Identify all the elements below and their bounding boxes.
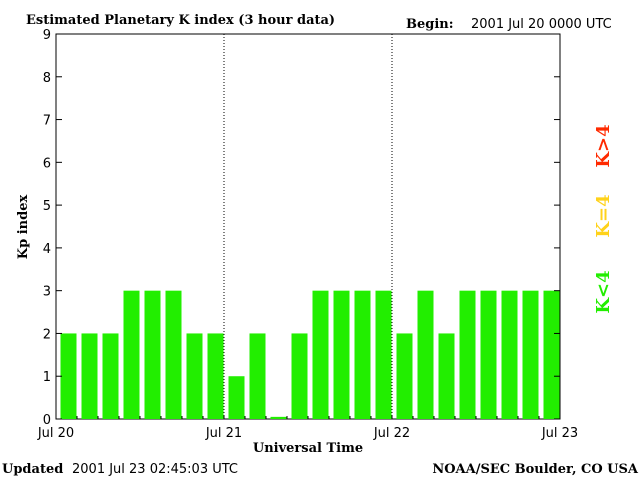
y-tick-label: 1	[43, 370, 51, 385]
kp-bar	[271, 417, 287, 419]
y-tick-label: 9	[43, 28, 51, 43]
kp-bar	[166, 291, 182, 419]
y-tick-label: 2	[43, 327, 51, 342]
x-tick-label: Jul 23	[541, 426, 578, 441]
x-tick-label: Jul 22	[373, 426, 410, 441]
source-credit: NOAA/SEC Boulder, CO USA	[432, 462, 639, 477]
begin-value: 2001 Jul 20 0000 UTC	[471, 17, 612, 32]
updated-value: 2001 Jul 23 02:45:03 UTC	[72, 462, 238, 477]
kp-bar	[397, 333, 413, 419]
y-axis-title: Kp index	[16, 195, 31, 260]
kp-bar	[418, 291, 434, 419]
kp-bar	[460, 291, 476, 419]
kp-bar	[103, 333, 119, 419]
kp-bar	[61, 333, 77, 419]
y-tick-label: 7	[43, 114, 51, 129]
legend: K>4 K=4 K<4	[593, 124, 614, 313]
kp-bar	[439, 333, 455, 419]
y-tick-label: 5	[43, 199, 51, 214]
x-tick-label: Jul 21	[205, 426, 242, 441]
y-tick-label: 3	[43, 285, 51, 300]
kp-bar	[481, 291, 497, 419]
legend-entry: K=4	[593, 194, 614, 237]
chart-title: Estimated Planetary K index (3 hour data…	[26, 13, 335, 28]
kp-bar	[544, 291, 560, 419]
kp-bar	[145, 291, 161, 419]
bars	[61, 291, 560, 419]
legend-entry: K<4	[593, 270, 614, 313]
updated-label: Updated	[2, 462, 63, 477]
kp-bar	[313, 291, 329, 419]
begin-label: Begin:	[406, 17, 454, 32]
legend-entry: K>4	[593, 124, 614, 167]
y-tick-label: 8	[43, 71, 51, 86]
y-tick-label: 4	[43, 242, 51, 257]
kp-bar	[187, 333, 203, 419]
x-axis-ticks: Jul 20 Jul 21 Jul 22 Jul 23	[37, 416, 578, 441]
kp-bar	[334, 291, 350, 419]
x-tick-label: Jul 20	[37, 426, 74, 441]
kp-bar	[502, 291, 518, 419]
kp-bar	[292, 333, 308, 419]
kp-bar	[376, 291, 392, 419]
kp-bar	[355, 291, 371, 419]
kp-bar	[523, 291, 539, 419]
x-axis-title: Universal Time	[253, 441, 363, 456]
y-tick-label: 6	[43, 156, 51, 171]
kp-bar	[229, 376, 245, 419]
kp-bar	[82, 333, 98, 419]
kp-bar	[250, 333, 266, 419]
kp-bar	[124, 291, 140, 419]
kp-bar	[208, 333, 224, 419]
